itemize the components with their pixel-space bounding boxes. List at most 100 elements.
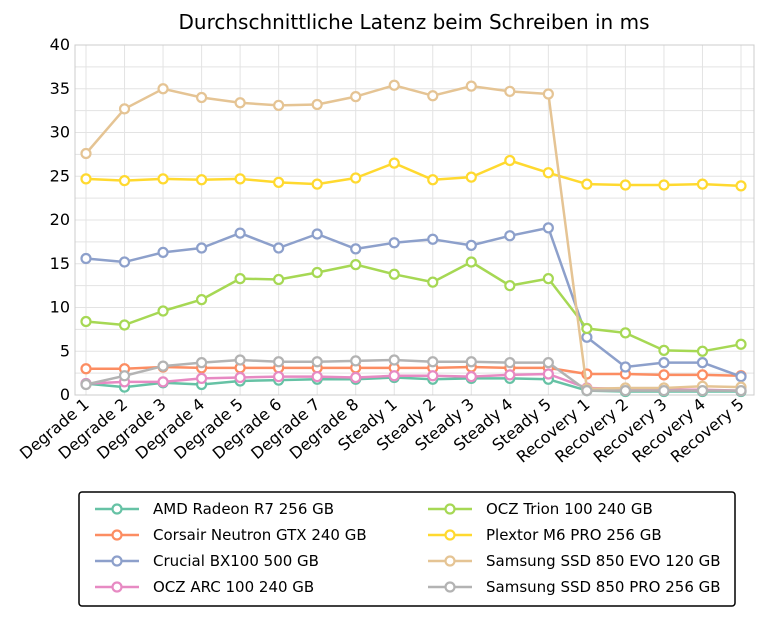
legend-label: AMD Radeon R7 256 GB xyxy=(153,500,334,518)
legend-swatch-marker xyxy=(444,529,456,541)
data-point xyxy=(658,357,670,369)
series-line xyxy=(85,358,741,392)
y-tick-label: 35 xyxy=(50,79,70,98)
plot-frame xyxy=(74,44,755,396)
legend-swatch-marker xyxy=(444,581,456,593)
legend-item: AMD Radeon R7 256 GB xyxy=(95,500,334,518)
data-point xyxy=(157,173,169,185)
data-point xyxy=(542,167,554,179)
data-point xyxy=(504,369,516,381)
data-point xyxy=(118,370,131,382)
data-point xyxy=(350,259,362,271)
series-line xyxy=(85,260,742,353)
data-point xyxy=(234,227,246,239)
data-point xyxy=(118,319,131,331)
y-tick-label: 5 xyxy=(60,341,70,360)
data-point xyxy=(350,172,362,184)
data-point xyxy=(465,256,477,268)
data-point xyxy=(658,344,670,356)
y-axis-ticks: 0 5 10 15 20 25 30 35 40 xyxy=(50,35,70,404)
data-point xyxy=(234,273,246,285)
chart-title: Durchschnittliche Latenz beim Schreiben … xyxy=(179,10,650,34)
y-tick-label: 15 xyxy=(50,254,70,273)
data-point xyxy=(311,266,323,279)
data-point xyxy=(427,370,439,382)
y-tick-label: 20 xyxy=(50,210,70,229)
legend: AMD Radeon R7 256 GB Corsair Neutron GTX … xyxy=(78,491,736,607)
data-point xyxy=(273,371,285,383)
data-point xyxy=(234,371,246,384)
data-point xyxy=(388,79,400,91)
data-point xyxy=(311,228,323,240)
data-point xyxy=(195,372,208,384)
series-line xyxy=(85,159,742,188)
data-point xyxy=(542,222,554,234)
data-point xyxy=(388,237,400,249)
data-point xyxy=(195,174,208,186)
data-point xyxy=(273,356,285,368)
data-point xyxy=(311,178,323,190)
data-point xyxy=(658,385,670,397)
legend-swatch-marker xyxy=(111,555,123,567)
data-point xyxy=(311,371,323,383)
data-point xyxy=(80,147,92,160)
legend-item: Plextor M6 PRO 256 GB xyxy=(428,526,662,544)
data-point xyxy=(234,354,246,366)
data-point xyxy=(696,345,709,357)
data-point xyxy=(157,246,169,258)
data-point xyxy=(427,276,439,288)
data-point xyxy=(80,315,92,328)
data-point xyxy=(465,171,477,183)
legend-label: Samsung SSD 850 PRO 256 GB xyxy=(486,578,721,596)
data-point xyxy=(581,385,593,397)
data-point xyxy=(581,331,593,343)
data-point xyxy=(388,157,400,169)
data-point xyxy=(735,180,747,192)
data-point xyxy=(80,363,92,375)
data-point xyxy=(118,103,131,115)
legend-item: Samsung SSD 850 EVO 120 GB xyxy=(428,552,721,570)
data-point xyxy=(195,357,208,369)
legend-box xyxy=(78,491,736,607)
legend-label: OCZ Trion 100 240 GB xyxy=(486,500,653,518)
data-point xyxy=(465,239,477,251)
data-point xyxy=(350,371,362,384)
data-point xyxy=(157,376,169,388)
legend-item: OCZ Trion 100 240 GB xyxy=(428,500,653,518)
data-point xyxy=(273,242,285,254)
data-point xyxy=(696,357,709,369)
data-point xyxy=(504,280,516,292)
series-line xyxy=(85,226,742,378)
legend-label: Samsung SSD 850 EVO 120 GB xyxy=(486,552,721,570)
legend-item: OCZ ARC 100 240 GB xyxy=(95,578,314,596)
data-point xyxy=(234,97,246,109)
data-point xyxy=(273,273,285,286)
y-tick-label: 25 xyxy=(50,166,70,185)
data-point xyxy=(735,338,747,350)
series-5 xyxy=(80,154,747,192)
legend-item: Samsung SSD 850 PRO 256 GB xyxy=(428,578,721,596)
y-tick-label: 10 xyxy=(50,298,70,317)
data-point xyxy=(542,357,554,369)
data-point xyxy=(735,385,747,397)
data-point xyxy=(658,179,670,191)
data-point xyxy=(465,356,477,368)
data-point xyxy=(195,294,208,306)
legend-label: Plextor M6 PRO 256 GB xyxy=(486,526,662,544)
data-point xyxy=(427,233,439,245)
legend-swatch-marker xyxy=(444,555,456,567)
data-point xyxy=(465,371,477,383)
data-point xyxy=(542,368,554,380)
data-point xyxy=(350,243,362,255)
legend-label: Crucial BX100 500 GB xyxy=(153,552,319,570)
data-point xyxy=(234,173,246,185)
data-point xyxy=(157,360,169,372)
data-point xyxy=(118,175,131,187)
data-point xyxy=(504,357,516,369)
data-point xyxy=(388,354,400,366)
legend-label: Corsair Neutron GTX 240 GB xyxy=(153,526,367,544)
legend-swatch-marker xyxy=(444,503,456,515)
data-point xyxy=(504,85,516,97)
data-point xyxy=(311,356,323,368)
